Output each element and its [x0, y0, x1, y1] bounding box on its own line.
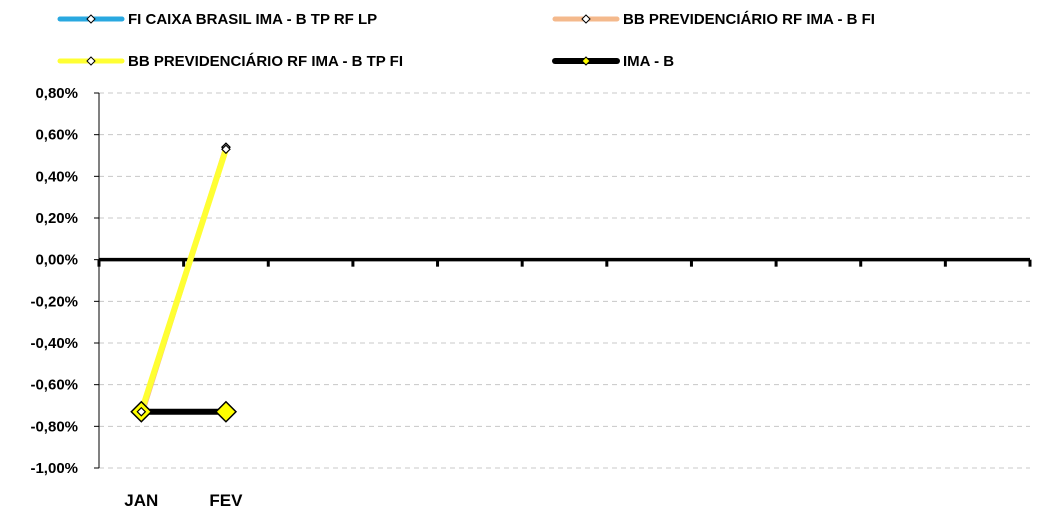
legend-label: BB PREVIDENCIÁRIO RF IMA - B TP FI	[128, 53, 403, 70]
legend-label: IMA - B	[623, 53, 674, 70]
x-tick-label: JAN	[124, 491, 158, 510]
legend-marker	[86, 56, 96, 66]
legend-marker	[581, 14, 591, 24]
legend-marker	[86, 14, 96, 24]
y-tick-label: -0,20%	[30, 293, 78, 310]
series-layer	[130, 142, 238, 423]
y-tick-label: 0,00%	[35, 252, 78, 269]
y-tick-label: 0,40%	[35, 168, 78, 185]
axes: 0,80% 0,60% 0,40% 0,20% 0,00% -0,20% -0,40% -0,…	[30, 85, 1032, 510]
y-tick-label: -0,40%	[30, 335, 78, 352]
y-tick-label: -0,80%	[30, 418, 78, 435]
legend-label: BB PREVIDENCIÁRIO RF IMA - B FI	[623, 11, 875, 28]
legend-label: FI CAIXA BRASIL IMA - B TP RF LP	[128, 11, 377, 28]
data-point	[136, 406, 147, 417]
gridlines	[99, 92, 1030, 469]
x-tick-label: FEV	[209, 491, 243, 510]
data-point	[214, 400, 238, 423]
legend-marker	[581, 56, 591, 66]
y-tick-label: -1,00%	[30, 460, 78, 477]
data-point	[221, 144, 231, 155]
y-tick-label: 0,60%	[35, 127, 78, 144]
y-tick-label: 0,80%	[35, 85, 78, 102]
y-tick-label: -0,60%	[30, 377, 78, 394]
legend: FI CAIXA BRASIL IMA - B TP RF LP BB PREVI…	[57, 11, 875, 70]
y-tick-label: 0,20%	[35, 210, 78, 227]
series-line	[138, 148, 229, 413]
